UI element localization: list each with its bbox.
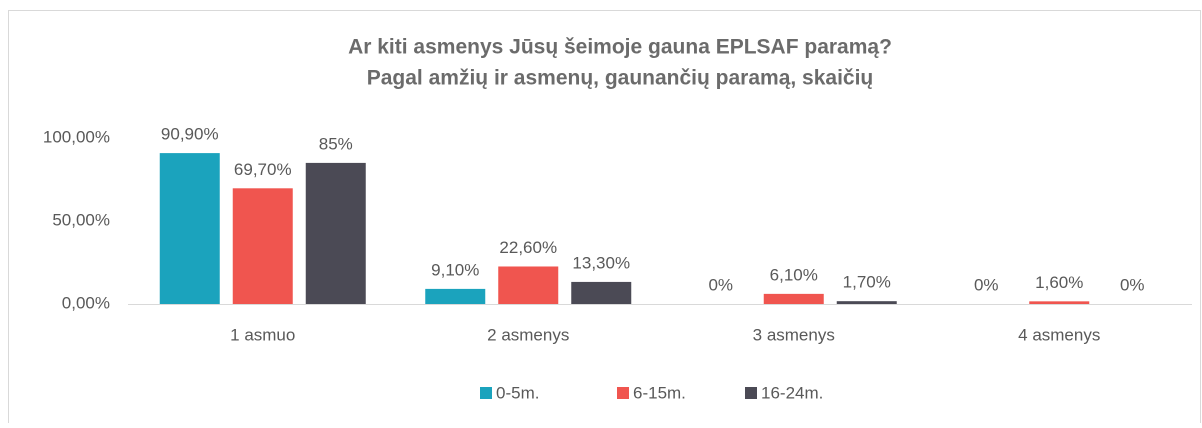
x-tick-label: 4 asmenys	[1018, 325, 1100, 344]
data-label: 0%	[1120, 275, 1145, 294]
bar	[836, 301, 897, 304]
data-label: 0%	[708, 275, 733, 294]
data-label: 90,90%	[161, 125, 219, 144]
y-tick-label: 100,00%	[43, 127, 110, 146]
legend-label: 0-5m.	[496, 383, 539, 402]
bar	[1029, 301, 1090, 304]
x-tick-label: 1 asmuo	[230, 325, 295, 344]
bar	[305, 162, 366, 304]
legend-swatch	[745, 387, 757, 399]
legend-swatch	[617, 387, 629, 399]
data-label: 85%	[319, 134, 353, 153]
bar	[232, 188, 293, 304]
data-label: 1,60%	[1035, 273, 1083, 292]
x-tick-label: 2 asmenys	[487, 325, 569, 344]
bar	[763, 293, 824, 304]
data-label: 13,30%	[572, 253, 630, 272]
legend-label: 16-24m.	[761, 383, 823, 402]
data-label: 22,60%	[499, 238, 557, 257]
y-tick-label: 50,00%	[52, 210, 110, 229]
bar	[571, 281, 632, 304]
legend-swatch	[480, 387, 492, 399]
data-label: 9,10%	[431, 260, 479, 279]
chart-subtitle: Pagal amžių ir asmenų, gaunančių paramą,…	[367, 67, 874, 90]
bar	[159, 153, 220, 304]
data-label: 6,10%	[770, 265, 818, 284]
chart-title: Ar kiti asmenys Jūsų šeimoje gauna EPLSA…	[348, 36, 892, 59]
legend-label: 6-15m.	[633, 383, 686, 402]
bar	[498, 266, 559, 304]
y-tick-label: 0,00%	[62, 293, 110, 312]
data-label: 1,70%	[843, 273, 891, 292]
bar	[425, 288, 486, 304]
x-tick-label: 3 asmenys	[753, 325, 835, 344]
data-label: 69,70%	[234, 160, 292, 179]
data-label: 0%	[974, 275, 999, 294]
